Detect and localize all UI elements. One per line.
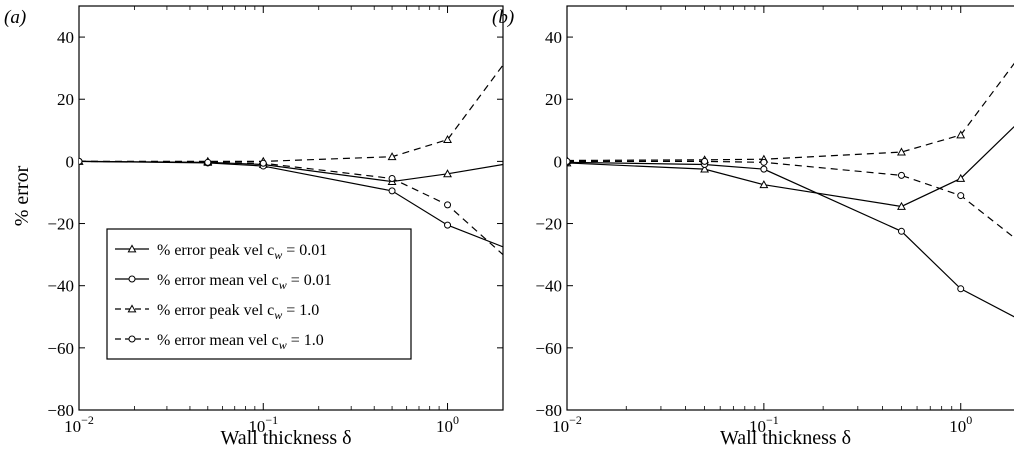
data-point xyxy=(897,147,906,156)
y-tick-label: 0 xyxy=(66,152,75,171)
data-point xyxy=(387,152,397,161)
data-point xyxy=(443,135,452,144)
x-tick-label: 10−1 xyxy=(248,413,278,436)
y-tick-label: −80 xyxy=(535,401,562,420)
x-tick-label: 10−1 xyxy=(749,413,779,436)
y-tick-label: −40 xyxy=(535,277,562,296)
x-axis-label: Wall thickness δ xyxy=(720,427,851,449)
data-point xyxy=(701,157,709,165)
series-line-3 xyxy=(567,62,1014,162)
x-tick-label: 10−2 xyxy=(552,413,582,436)
data-point xyxy=(760,158,768,166)
series-line-3 xyxy=(79,64,503,162)
axes-frame xyxy=(78,5,504,411)
data-point xyxy=(956,130,966,139)
legend: % error peak vel cw = 0.01 % error mean v… xyxy=(106,228,412,360)
data-point xyxy=(760,165,768,173)
data-point xyxy=(897,227,905,235)
panel-label: (a) xyxy=(4,7,26,28)
series-line-2 xyxy=(567,161,1014,318)
panel-label: (b) xyxy=(492,7,514,28)
data-point xyxy=(388,187,396,195)
data-point xyxy=(567,157,571,165)
data-point xyxy=(443,169,452,178)
series-line-4 xyxy=(79,160,503,256)
data-point xyxy=(957,192,965,200)
data-point xyxy=(957,285,965,293)
legend-marker xyxy=(128,275,136,283)
series-line-2 xyxy=(79,160,503,248)
y-tick-label: 0 xyxy=(554,152,563,171)
y-tick-label: −20 xyxy=(535,215,562,234)
y-tick-label: −60 xyxy=(47,339,74,358)
legend-entry: % error mean vel cw = 1.0 xyxy=(157,332,324,352)
data-point xyxy=(759,180,769,189)
data-point xyxy=(956,173,966,182)
legend-marker xyxy=(127,304,137,313)
legend-entry: % error peak vel cw = 0.01 xyxy=(157,242,327,262)
legend-entry: % error mean vel cw = 0.01 xyxy=(157,272,332,292)
data-point xyxy=(79,157,83,165)
data-point xyxy=(204,158,212,166)
data-point xyxy=(700,164,710,173)
data-point xyxy=(897,201,906,210)
panel-b: −80 −60 −40 −20 0 20 40 10−2 10−1 100 Wall thickne… xyxy=(492,5,1014,449)
data-point xyxy=(897,171,905,179)
legend-entry: % error peak vel cw = 1.0 xyxy=(157,302,319,322)
x-tick-label: 100 xyxy=(949,413,972,436)
axes-frame xyxy=(566,5,1014,411)
y-tick-label: −60 xyxy=(535,339,562,358)
data-point xyxy=(388,174,396,182)
legend-marker xyxy=(128,335,136,343)
y-axis-label: % error xyxy=(11,165,33,226)
legend-box xyxy=(106,228,412,360)
series-line-4 xyxy=(567,160,1014,239)
y-tick-label: −80 xyxy=(47,401,74,420)
data-point xyxy=(444,221,452,229)
data-point xyxy=(259,159,267,167)
data-point xyxy=(444,201,452,209)
y-tick-label: 40 xyxy=(545,28,562,47)
x-tick-label: 100 xyxy=(436,413,459,436)
x-axis-label: Wall thickness δ xyxy=(220,427,351,449)
y-tick-label: 20 xyxy=(57,90,74,109)
y-tick-label: 20 xyxy=(545,90,562,109)
x-tick-label: 10−2 xyxy=(64,413,94,436)
series-group xyxy=(567,62,1014,318)
series-line-1 xyxy=(567,125,1014,208)
panel-a: −80 −60 −40 −20 0 20 40 10−2 10−1 100 Wall thickne… xyxy=(4,5,504,449)
y-tick-label: 40 xyxy=(57,28,74,47)
y-tick-label: −40 xyxy=(47,277,74,296)
y-tick-label: −20 xyxy=(47,215,74,234)
series-group xyxy=(79,64,503,256)
legend-marker xyxy=(127,244,137,253)
